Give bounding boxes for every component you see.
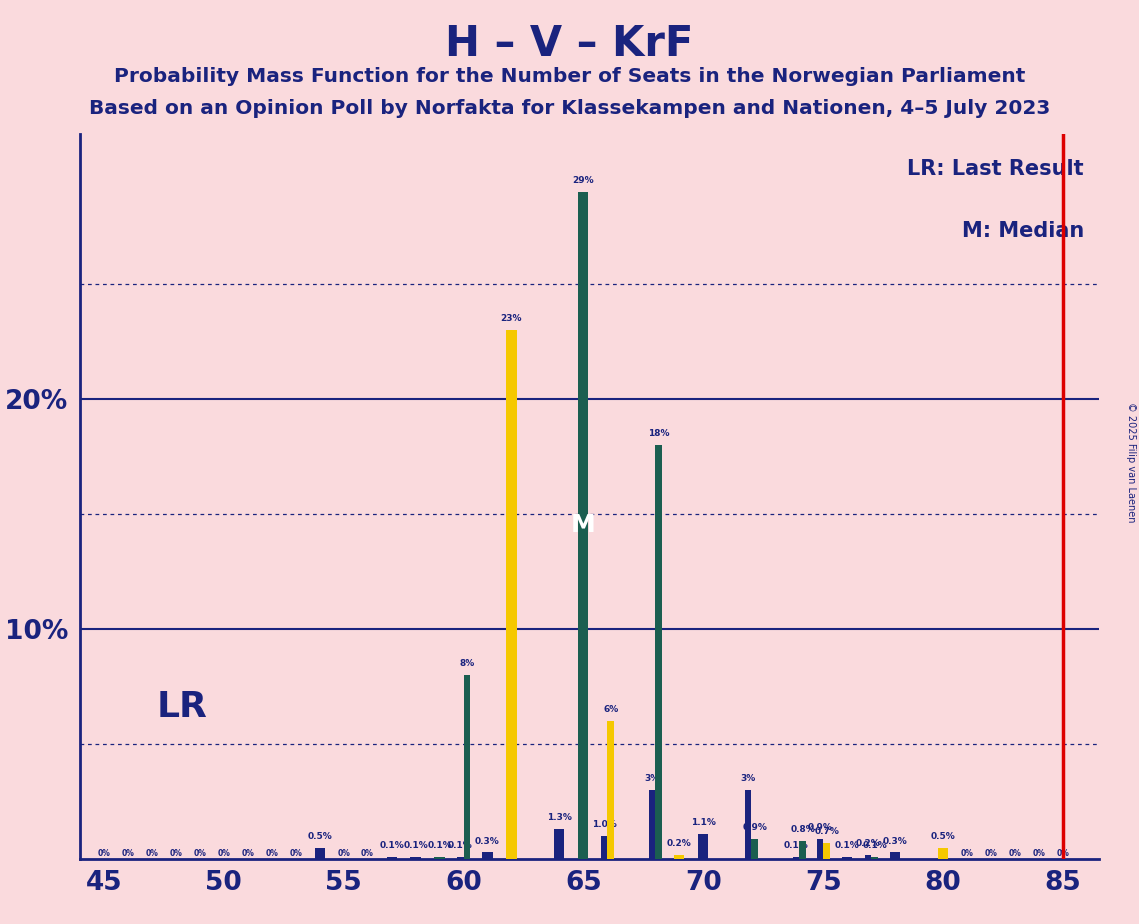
Text: 29%: 29% xyxy=(573,176,595,185)
Text: H – V – KrF: H – V – KrF xyxy=(445,23,694,65)
Text: 0%: 0% xyxy=(170,849,182,857)
Text: 0%: 0% xyxy=(97,849,110,857)
Bar xyxy=(871,857,878,859)
Text: 0%: 0% xyxy=(1057,849,1070,857)
Text: 0.2%: 0.2% xyxy=(855,839,880,848)
Text: 0%: 0% xyxy=(361,849,374,857)
Text: © 2025 Filip van Laenen: © 2025 Filip van Laenen xyxy=(1126,402,1136,522)
Text: 0.3%: 0.3% xyxy=(475,836,500,845)
Bar xyxy=(457,857,464,859)
Bar xyxy=(483,853,492,859)
Text: 1.1%: 1.1% xyxy=(691,818,715,827)
Text: 0%: 0% xyxy=(218,849,230,857)
Bar xyxy=(579,191,589,859)
Text: 1.0%: 1.0% xyxy=(591,821,616,830)
Bar xyxy=(842,857,852,859)
Text: 1.3%: 1.3% xyxy=(547,813,572,822)
Text: M: Median: M: Median xyxy=(961,221,1084,241)
Bar xyxy=(817,839,823,859)
Text: 0.1%: 0.1% xyxy=(448,841,473,850)
Text: 0.1%: 0.1% xyxy=(427,841,452,850)
Text: 23%: 23% xyxy=(501,314,522,322)
Bar xyxy=(793,857,800,859)
Bar xyxy=(865,855,871,859)
Bar xyxy=(800,841,806,859)
Text: LR: LR xyxy=(156,690,207,724)
Text: 3%: 3% xyxy=(740,774,755,784)
Bar xyxy=(698,834,708,859)
Text: 0%: 0% xyxy=(194,849,206,857)
Bar xyxy=(600,836,607,859)
Bar xyxy=(507,330,516,859)
Bar xyxy=(464,675,470,859)
Bar xyxy=(674,855,685,859)
Text: 0%: 0% xyxy=(289,849,302,857)
Text: Based on an Opinion Poll by Norfakta for Klassekampen and Nationen, 4–5 July 202: Based on an Opinion Poll by Norfakta for… xyxy=(89,99,1050,118)
Text: Probability Mass Function for the Number of Seats in the Norwegian Parliament: Probability Mass Function for the Number… xyxy=(114,67,1025,86)
Bar xyxy=(649,790,655,859)
Text: 6%: 6% xyxy=(604,705,618,714)
Bar xyxy=(314,848,325,859)
Bar xyxy=(655,444,662,859)
Text: 0%: 0% xyxy=(985,849,998,857)
Text: 0.5%: 0.5% xyxy=(931,832,956,841)
Text: 3%: 3% xyxy=(645,774,659,784)
Bar xyxy=(386,857,396,859)
Text: 0.7%: 0.7% xyxy=(814,827,839,836)
Bar xyxy=(434,857,444,859)
Text: 0.1%: 0.1% xyxy=(862,841,887,850)
Bar xyxy=(745,790,752,859)
Bar xyxy=(823,844,830,859)
Text: 8%: 8% xyxy=(459,659,475,668)
Text: 0.1%: 0.1% xyxy=(379,841,404,850)
Text: 0%: 0% xyxy=(146,849,158,857)
Text: 0.3%: 0.3% xyxy=(883,836,908,845)
Bar xyxy=(555,830,565,859)
Text: LR: Last Result: LR: Last Result xyxy=(908,159,1084,179)
Text: 0%: 0% xyxy=(121,849,134,857)
Text: 18%: 18% xyxy=(648,429,670,438)
Text: 0%: 0% xyxy=(961,849,974,857)
Bar xyxy=(607,721,614,859)
Text: 0%: 0% xyxy=(337,849,350,857)
Text: 0.9%: 0.9% xyxy=(808,822,833,832)
Bar xyxy=(752,839,759,859)
Text: 0.1%: 0.1% xyxy=(835,841,860,850)
Text: 0%: 0% xyxy=(265,849,278,857)
Text: 0%: 0% xyxy=(1009,849,1022,857)
Text: 0.8%: 0.8% xyxy=(790,825,816,834)
Text: M: M xyxy=(571,514,596,538)
Text: 0.1%: 0.1% xyxy=(403,841,428,850)
Bar xyxy=(410,857,420,859)
Text: 0%: 0% xyxy=(241,849,254,857)
Text: 0%: 0% xyxy=(1033,849,1046,857)
Bar xyxy=(891,853,900,859)
Text: 0.2%: 0.2% xyxy=(667,839,691,848)
Text: 0.1%: 0.1% xyxy=(784,841,809,850)
Bar xyxy=(939,848,949,859)
Text: 0.5%: 0.5% xyxy=(308,832,331,841)
Text: 0.9%: 0.9% xyxy=(743,822,768,832)
